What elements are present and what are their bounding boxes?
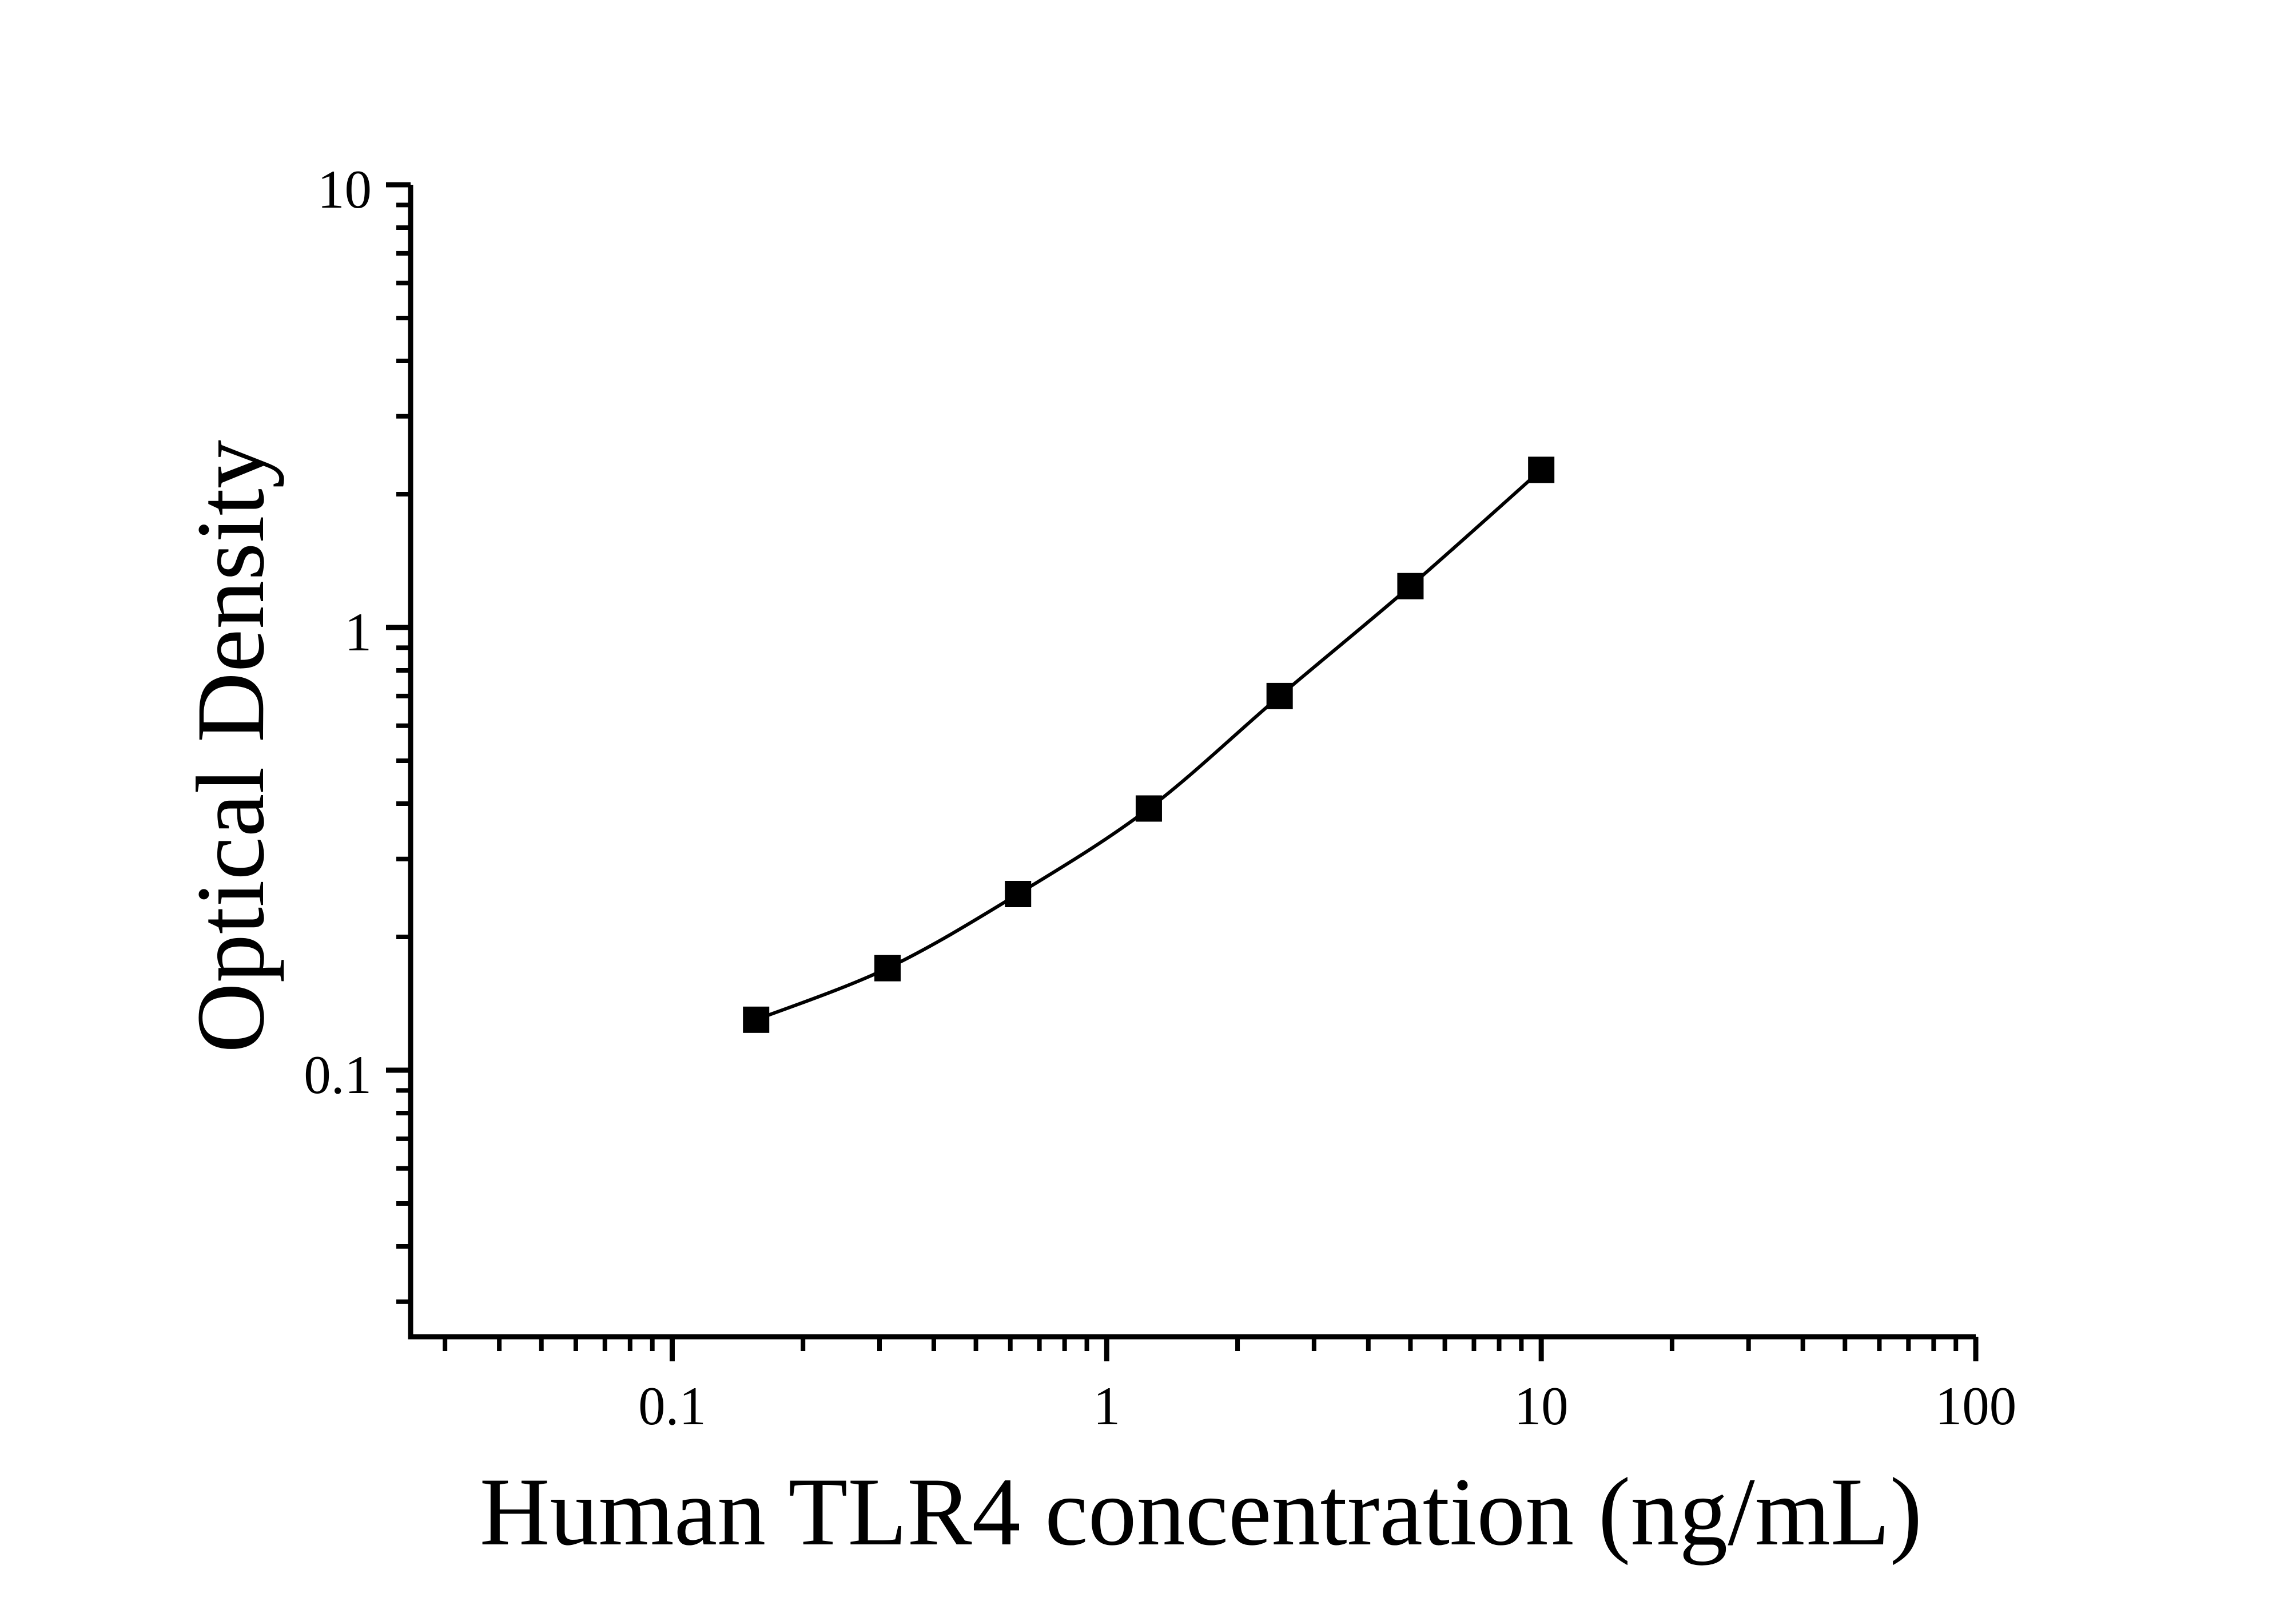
y-tick-label: 0.1 [304,1044,372,1105]
curve-line [755,468,1543,1022]
data-point-marker [1135,795,1162,822]
data-point-marker [874,955,901,982]
axes-spine [408,185,1976,1340]
x-axis-title: Human TLR4 concentration (ng/mL) [480,1458,1923,1566]
y-axis-title: Optical Density [177,440,284,1053]
data-point-marker [1397,573,1424,599]
x-tick-label: 100 [1935,1376,2017,1436]
chart-dynamic-layer: 0.1 1 10 100 0.1 1 10 [304,159,2016,1436]
data-point-marker [743,1006,770,1033]
y-tick-label: 10 [317,159,372,220]
x-tick-label: 10 [1514,1376,1569,1436]
data-point-marker [1005,880,1032,907]
data-point-marker [1266,682,1293,709]
x-tick-label: 0.1 [638,1376,706,1436]
y-tick-label: 1 [345,602,372,662]
x-tick-label: 1 [1093,1376,1121,1436]
data-point-marker [1528,456,1555,483]
